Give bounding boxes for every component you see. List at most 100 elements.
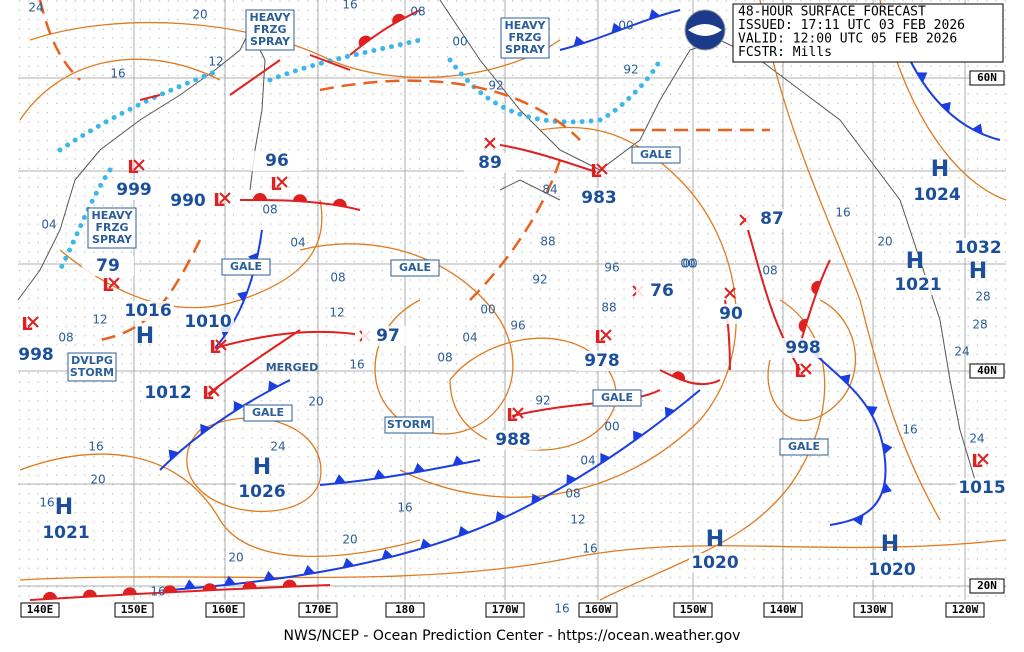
warning-box (384, 416, 434, 434)
central-pressure: 96 (265, 151, 289, 171)
lon-label: 140E (27, 603, 54, 616)
cold-front-symbol (223, 575, 236, 586)
warning-box (779, 438, 829, 456)
warm-front-symbol (282, 579, 297, 587)
pressure-bg (122, 301, 174, 321)
warm-front-symbol (242, 581, 257, 589)
lon-label-box (673, 602, 713, 618)
isobar-label: 12 (208, 55, 223, 69)
central-pressure: 97 (376, 326, 400, 346)
pressure-bg (142, 383, 194, 403)
isobar-label: 16 (902, 423, 917, 437)
low-symbol: L (270, 174, 281, 195)
cold-front-symbol (664, 406, 676, 418)
warning-box (500, 17, 550, 59)
warm-front (659, 369, 721, 386)
cold-front-symbol (839, 374, 851, 385)
low-symbol: L (202, 383, 213, 404)
central-pressure: 89 (478, 153, 502, 173)
lat-label: 60N (977, 71, 997, 84)
isobar-label: 24 (28, 1, 43, 15)
warning-label: GALE (601, 391, 633, 404)
lon-label: 160W (585, 603, 612, 616)
isobar-label: 12 (92, 313, 107, 327)
isobar-label: 16 (554, 602, 569, 616)
low-center-x (219, 192, 231, 204)
isobar-label: 20 (342, 533, 357, 547)
low-center-x (215, 339, 227, 351)
cold-front (559, 9, 681, 51)
warning-label: GALE (640, 148, 672, 161)
lon-label-box (578, 602, 618, 618)
isobar-label: 08 (330, 271, 345, 285)
warning-label: FRZG (96, 221, 129, 234)
warning-label: DVLPG (71, 354, 113, 367)
isobar-label: 08 (58, 331, 73, 345)
warm-front-symbol (332, 198, 347, 207)
pressure-bg (362, 326, 414, 346)
warning-box (390, 259, 440, 277)
warm-front-symbol (202, 583, 217, 591)
isobar-label: 12 (570, 513, 585, 527)
isobar-label: 16 (39, 496, 54, 510)
isobar-label: 88 (540, 235, 555, 249)
cold-front-symbol (866, 406, 878, 417)
low-center-x (208, 385, 220, 397)
central-pressure: 1010 (184, 312, 231, 332)
cold-front-symbol (263, 570, 276, 581)
cold-front-symbol (611, 22, 623, 34)
lon-label-box (853, 602, 893, 618)
cold-front-symbol (413, 462, 425, 473)
isobar-label: 00 (682, 257, 697, 271)
cold-front-symbol (852, 515, 864, 526)
low-symbol: L (209, 337, 220, 358)
isobar-label: 28 (972, 318, 987, 332)
cold-front-symbol (183, 579, 196, 589)
footer-credit: NWS/NCEP - Ocean Prediction Center - htt… (284, 628, 741, 644)
isobar-label: 96 (604, 261, 619, 275)
isobar-label: 20 (90, 473, 105, 487)
isobar-label: 08 (437, 351, 452, 365)
cold-front-symbol (333, 474, 346, 484)
lat-label: 20N (977, 579, 997, 592)
lon-label-box (114, 602, 154, 618)
isobar-label: 00 (480, 303, 495, 317)
warm-front (799, 259, 831, 346)
isobar-label: 00 (452, 35, 467, 49)
cold-front-symbol (237, 291, 248, 303)
cold-front-symbol (633, 430, 644, 442)
isobar-label: 00 (604, 420, 619, 434)
cold-front-symbol (882, 442, 893, 455)
low-center-x (977, 453, 989, 465)
central-pressure: 978 (584, 351, 620, 371)
warm-front-symbol (358, 35, 372, 47)
isobar-label: 08 (762, 264, 777, 278)
low-symbol: L (21, 314, 32, 335)
pressure-bg (746, 209, 798, 229)
low-symbol: L (590, 161, 601, 182)
low-center-x (596, 163, 608, 175)
central-pressure: 79 (96, 256, 120, 276)
low-symbol: L (971, 451, 982, 472)
header-box (732, 3, 1004, 63)
central-pressure: 87 (760, 209, 784, 229)
warning-box (87, 207, 137, 249)
isobar-label: 92 (535, 394, 550, 408)
pressure-bg (956, 478, 1008, 498)
isobar-label: 20 (308, 395, 323, 409)
pressure-bg (952, 238, 1004, 258)
cold-front-symbol (648, 8, 661, 20)
low-center-x (724, 287, 736, 299)
lon-label-box (763, 602, 803, 618)
warning-label: HEAVY (92, 209, 134, 222)
warm-front-symbol (798, 318, 808, 333)
lat-label-box (969, 363, 1005, 379)
cold-front-symbol (881, 482, 892, 494)
isobar-label: 00 (618, 19, 633, 33)
central-pressure: 983 (581, 188, 617, 208)
central-pressure: 90 (719, 304, 743, 324)
warning-box (243, 404, 293, 422)
pressure-bg (182, 312, 234, 332)
isobar-label: 16 (582, 542, 597, 556)
